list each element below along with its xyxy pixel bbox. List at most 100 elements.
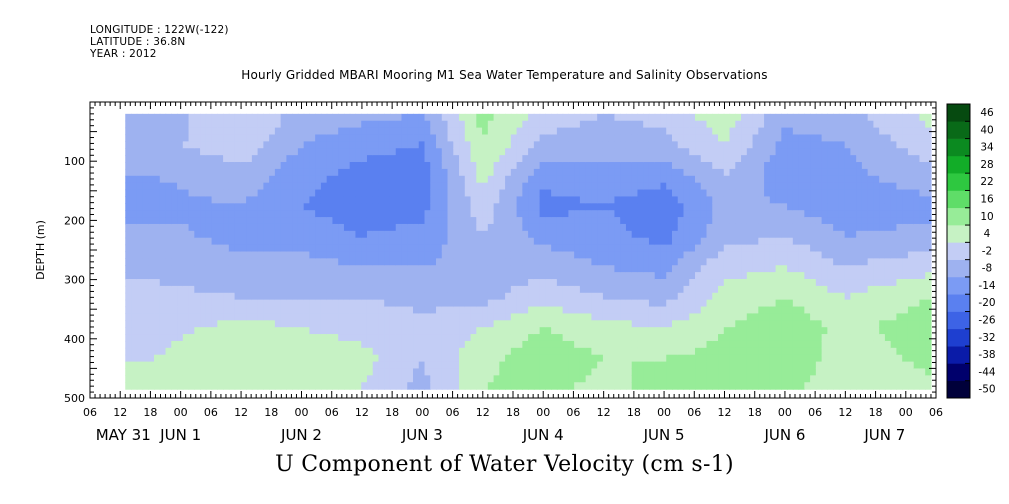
heatmap-cell [441,306,449,315]
heatmap-cell [729,210,736,218]
heatmap-cell [695,196,702,204]
heatmap-cell [689,251,696,259]
heatmap-cell [579,258,587,266]
heatmap-cell [136,223,144,232]
heatmap-cell [637,120,644,129]
heatmap-cell [182,347,190,356]
heatmap-cell [441,237,449,246]
heatmap-cell [585,196,593,204]
heatmap-cell [769,120,777,129]
heatmap-cell [741,196,748,204]
heatmap-cell [441,162,449,170]
heatmap-cell [424,292,431,301]
heatmap-cell [165,223,172,232]
heatmap-cell [539,258,546,266]
heatmap-cell [223,237,230,246]
heatmap-cell [223,306,230,315]
heatmap-cell [234,196,241,204]
heatmap-cell [332,375,339,383]
heatmap-cell [464,217,472,225]
heatmap-cell [608,162,616,170]
heatmap-cell [286,148,293,156]
heatmap-cell [269,361,276,370]
heatmap-cell [660,162,667,170]
heatmap-cell [683,299,690,308]
heatmap-cell [838,175,846,184]
heatmap-cell [136,162,144,170]
heatmap-cell [798,272,805,280]
heatmap-cell [320,217,328,225]
heatmap-cell [470,196,477,204]
heatmap-cell [787,251,794,259]
heatmap-cell [269,244,276,253]
heatmap-cell [441,182,449,191]
heatmap-cell [741,334,748,342]
heatmap-cell [528,361,535,370]
heatmap-cell [562,375,569,383]
heatmap-cell [188,230,195,239]
heatmap-cell [395,306,403,315]
heatmap-cell [453,375,460,383]
heatmap-cell [142,244,149,253]
heatmap-cell [459,168,466,177]
heatmap-cell [366,182,374,191]
heatmap-cell [395,134,403,142]
heatmap-cell [528,223,535,232]
heatmap-cell [528,175,535,184]
heatmap-cell [436,113,443,122]
heatmap-cell [378,217,385,225]
heatmap-cell [251,196,259,204]
heatmap-cell [338,120,345,129]
heatmap-cell [764,175,771,184]
heatmap-cell [758,217,765,225]
heatmap-cell [171,223,178,232]
heatmap-cell [718,127,725,136]
heatmap-cell [228,265,236,273]
heatmap-cell [798,210,805,218]
heatmap-cell [827,279,834,287]
heatmap-cell [286,189,293,198]
heatmap-cell [648,347,656,356]
heatmap-cell [343,382,351,390]
heatmap-cell [729,113,736,122]
heatmap-cell [194,168,201,177]
heatmap-cell [551,196,558,204]
heatmap-cell [332,347,339,356]
heatmap-cell [142,368,149,376]
heatmap-cell [487,340,495,349]
heatmap-cell [723,113,731,122]
heatmap-cell [648,223,656,232]
heatmap-cell [228,292,236,301]
heatmap-cell [637,368,644,376]
heatmap-cell [188,340,195,349]
heatmap-cell [493,217,500,225]
heatmap-cell [453,347,460,356]
heatmap-cell [211,347,218,356]
heatmap-cell [493,361,500,370]
heatmap-cell [194,313,201,321]
heatmap-cell [430,251,437,259]
heatmap-cell [637,285,644,294]
heatmap-cell [482,203,489,211]
heatmap-cell [188,313,195,321]
heatmap-cell [562,127,569,136]
heatmap-cell [539,217,546,225]
heatmap-cell [177,306,184,315]
heatmap-cell [758,375,765,383]
heatmap-cell [171,368,178,376]
heatmap-cell [217,196,224,204]
heatmap-cell [505,141,512,149]
heatmap-cell [131,196,138,204]
heatmap-cell [228,196,236,204]
heatmap-cell [263,272,270,280]
heatmap-cell [205,375,213,383]
heatmap-cell [637,113,644,122]
heatmap-cell [447,189,454,198]
heatmap-cell [838,306,846,315]
heatmap-cell [269,347,276,356]
heatmap-cell [551,272,558,280]
heatmap-cell [326,120,334,129]
heatmap-cell [182,299,190,308]
heatmap-cell [752,334,759,342]
heatmap-cell [787,272,794,280]
